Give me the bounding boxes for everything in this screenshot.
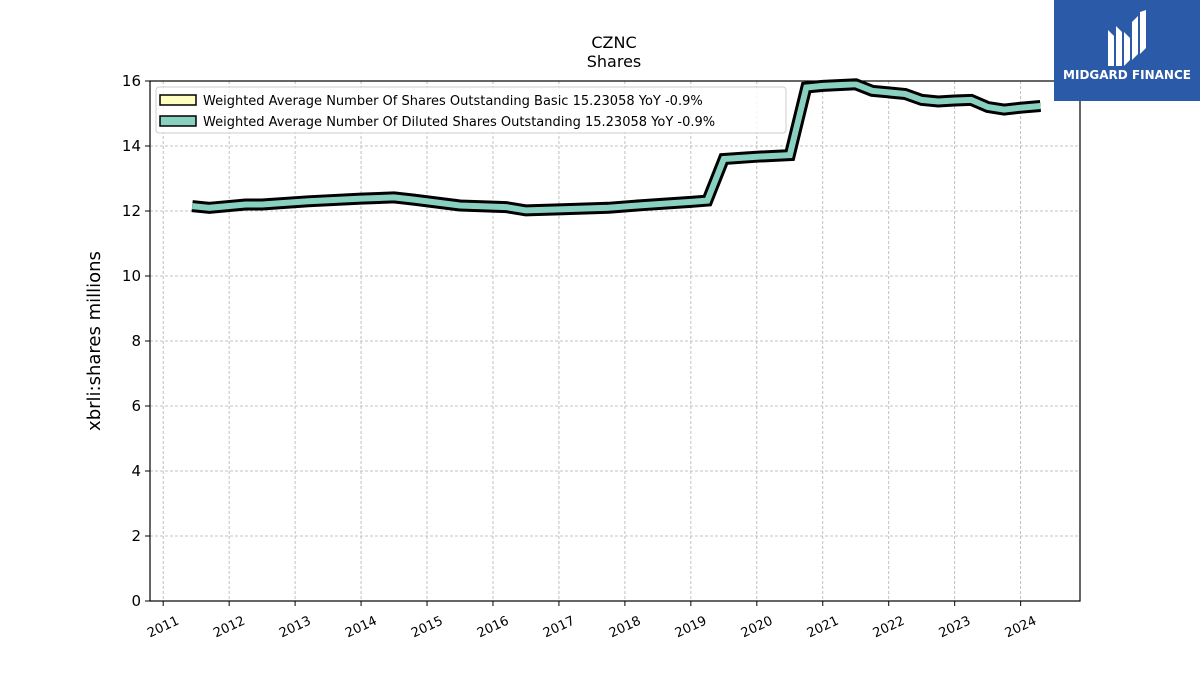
y-tick-label: 10 [122,267,141,285]
x-tick-label: 2023 [937,614,973,642]
y-axis-label: xbrli:shares millions [84,251,105,431]
y-tick-label: 2 [131,527,141,545]
y-tick-label: 4 [131,462,141,480]
y-tick-label: 16 [122,72,141,90]
x-tick-label: 2014 [343,614,379,642]
y-tick-label: 12 [122,202,141,220]
chart-title: CZNC [591,33,636,52]
y-axis: 0 2 4 6 8 10 12 14 16 [122,72,150,610]
y-tick-label: 14 [122,137,141,155]
midgard-logo-icon [1108,10,1146,66]
legend-label: Weighted Average Number Of Diluted Share… [203,115,715,130]
midgard-finance-logo: MIDGARD FINANCE [1054,0,1200,101]
x-tick-label: 2017 [541,614,577,642]
x-tick-label: 2015 [409,614,445,642]
legend-box [155,86,787,134]
chart-subtitle: Shares [587,52,642,71]
x-tick-label: 2018 [607,614,643,642]
chart-lines [191,78,1041,217]
series-line [191,81,1041,214]
y-tick-label: 0 [131,592,141,610]
x-tick-label: 2016 [475,614,511,642]
x-tick-label: 2011 [145,614,181,642]
chart-legend: Weighted Average Number Of Shares Outsta… [155,86,787,134]
x-tick-label: 2012 [211,614,247,642]
chart-grid [150,81,1080,601]
legend-swatch [159,94,197,106]
x-tick-label: 2021 [805,614,841,642]
x-tick-label: 2013 [277,614,313,642]
x-axis: 2011 2012 2013 2014 2015 2016 2017 2018 2019 2020… [145,601,1039,641]
x-tick-label: 2022 [871,614,907,642]
x-tick-label: 2024 [1003,614,1039,642]
x-tick-label: 2019 [673,614,709,642]
brand-name: MIDGARD FINANCE [1063,68,1191,82]
legend-label: Weighted Average Number Of Shares Outsta… [203,94,703,109]
x-tick-label: 2020 [739,614,775,642]
y-tick-label: 6 [131,397,141,415]
y-tick-label: 8 [131,332,141,350]
legend-swatch [159,115,197,127]
